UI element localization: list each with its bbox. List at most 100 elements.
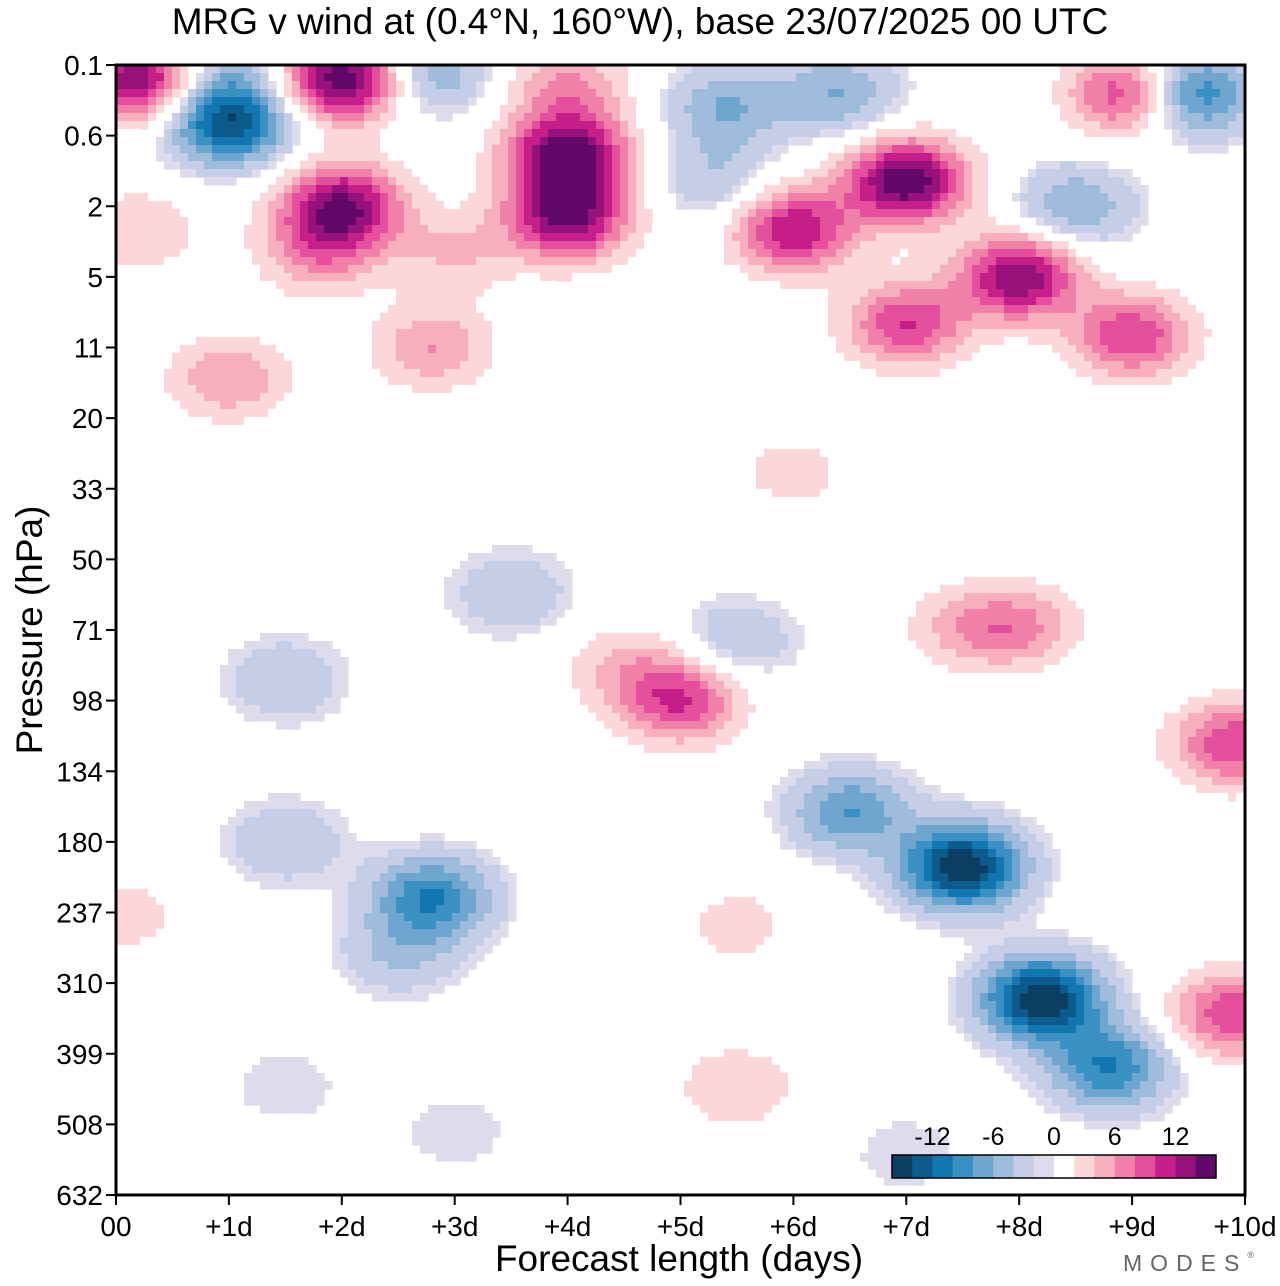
contour-cell — [724, 129, 733, 138]
contour-cell — [412, 81, 421, 90]
contour-cell — [1228, 121, 1237, 130]
contour-cell — [660, 113, 669, 122]
contour-cell — [1052, 585, 1061, 594]
contour-cell — [620, 649, 629, 658]
contour-cell — [164, 217, 173, 226]
contour-cell — [492, 625, 501, 634]
contour-cell — [1044, 649, 1053, 658]
contour-cell — [292, 649, 301, 658]
contour-cell — [1020, 177, 1029, 186]
contour-cell — [956, 297, 965, 306]
contour-cell — [828, 177, 837, 186]
contour-cell — [404, 313, 413, 322]
contour-cell — [388, 193, 397, 202]
contour-cell — [324, 665, 333, 674]
contour-cell — [740, 249, 749, 258]
contour-cell — [116, 97, 125, 106]
contour-cell — [468, 241, 477, 250]
contour-cell — [708, 137, 717, 146]
contour-cell — [1116, 321, 1125, 330]
contour-cell — [772, 177, 781, 186]
contour-cell — [1068, 265, 1077, 274]
contour-cell — [1132, 65, 1141, 74]
contour-cell — [916, 593, 925, 602]
contour-cell — [580, 265, 589, 274]
contour-cell — [564, 673, 573, 682]
contour-cell — [876, 297, 885, 306]
contour-cell — [580, 177, 589, 186]
contour-cell — [244, 257, 253, 266]
contour-cell — [1100, 177, 1109, 186]
contour-cell — [892, 161, 901, 170]
contour-cell — [1084, 65, 1093, 74]
contour-cell — [484, 193, 493, 202]
contour-cell — [556, 177, 565, 186]
contour-cell — [1036, 169, 1045, 178]
contour-cell — [1204, 305, 1213, 314]
contour-cell — [572, 193, 581, 202]
contour-cell — [676, 89, 685, 98]
contour-cell — [1060, 657, 1069, 666]
contour-cell — [316, 105, 325, 114]
contour-cell — [908, 609, 917, 618]
contour-cell — [588, 145, 597, 154]
contour-cell — [956, 249, 965, 258]
contour-cell — [1068, 337, 1077, 346]
contour-cell — [260, 377, 269, 386]
contour-cell — [1180, 105, 1189, 114]
contour-cell — [1164, 289, 1173, 298]
contour-cell — [620, 641, 629, 650]
contour-cell — [1020, 281, 1029, 290]
contour-cell — [332, 673, 341, 682]
contour-cell — [1052, 321, 1061, 330]
contour-cell — [468, 209, 477, 218]
contour-cell — [900, 281, 909, 290]
contour-cell — [316, 489, 325, 498]
contour-cell — [852, 185, 861, 194]
contour-cell — [364, 249, 373, 258]
contour-cell — [1140, 313, 1149, 322]
contour-cell — [484, 321, 493, 330]
contour-cell — [500, 617, 509, 626]
contour-cell — [460, 209, 469, 218]
contour-cell — [708, 145, 717, 154]
contour-cell — [1076, 617, 1085, 626]
contour-cell — [940, 577, 949, 586]
contour-cell — [764, 97, 773, 106]
contour-cell — [444, 193, 453, 202]
contour-cell — [628, 641, 637, 650]
contour-cell — [532, 593, 541, 602]
contour-cell — [388, 249, 397, 258]
contour-cell — [1076, 193, 1085, 202]
contour-cell — [892, 321, 901, 330]
contour-cell — [420, 169, 429, 178]
contour-cell — [1220, 73, 1229, 82]
contour-cell — [492, 185, 501, 194]
contour-cell — [756, 265, 765, 274]
contour-cell — [460, 361, 469, 370]
contour-cell — [516, 625, 525, 634]
contour-cell — [1204, 105, 1213, 114]
contour-cell — [1036, 665, 1045, 674]
contour-cell — [428, 297, 437, 306]
contour-cell — [412, 281, 421, 290]
contour-cell — [828, 345, 837, 354]
contour-cell — [364, 521, 373, 530]
contour-cell — [420, 369, 429, 378]
contour-cell — [932, 273, 941, 282]
contour-cell — [1068, 81, 1077, 90]
contour-cell — [476, 65, 485, 74]
contour-cell — [1140, 377, 1149, 386]
contour-cell — [700, 185, 709, 194]
contour-cell — [1100, 233, 1109, 242]
contour-cell — [364, 193, 373, 202]
contour-cell — [844, 161, 853, 170]
contour-cell — [340, 497, 349, 506]
contour-cell — [980, 601, 989, 610]
contour-cell — [492, 329, 501, 338]
contour-cell — [1028, 329, 1037, 338]
contour-cell — [244, 73, 253, 82]
contour-cell — [1036, 601, 1045, 610]
contour-cell — [516, 225, 525, 234]
contour-cell — [972, 585, 981, 594]
